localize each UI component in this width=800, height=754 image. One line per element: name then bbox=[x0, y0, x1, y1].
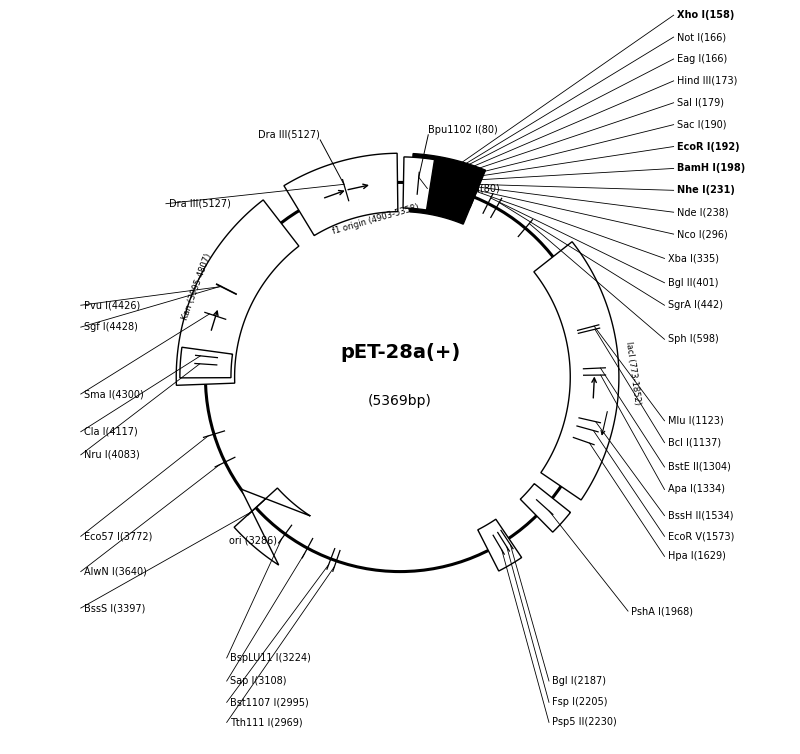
Text: Xho I(158): Xho I(158) bbox=[677, 11, 734, 20]
Text: lacI (773-1852): lacI (773-1852) bbox=[624, 341, 642, 406]
Text: Not I(166): Not I(166) bbox=[677, 32, 726, 42]
Text: Bpu1102 I(80): Bpu1102 I(80) bbox=[428, 125, 498, 135]
Text: Sma I(4300): Sma I(4300) bbox=[84, 389, 143, 399]
Text: Bst1107 I(2995): Bst1107 I(2995) bbox=[230, 697, 309, 707]
Polygon shape bbox=[478, 520, 522, 571]
Polygon shape bbox=[234, 488, 310, 565]
Polygon shape bbox=[520, 483, 570, 532]
Text: Bpu1102 I(80): Bpu1102 I(80) bbox=[430, 183, 500, 194]
Text: BamH I(198): BamH I(198) bbox=[677, 164, 745, 173]
Text: Apa I(1334): Apa I(1334) bbox=[667, 485, 725, 495]
Text: Hpa I(1629): Hpa I(1629) bbox=[667, 551, 726, 562]
Text: Bcl I(1137): Bcl I(1137) bbox=[667, 437, 721, 448]
Text: Nde I(238): Nde I(238) bbox=[677, 207, 728, 217]
Text: Nco I(296): Nco I(296) bbox=[677, 229, 727, 239]
Text: Cla I(4117): Cla I(4117) bbox=[84, 427, 138, 437]
Text: Bgl I(2187): Bgl I(2187) bbox=[552, 676, 606, 686]
Polygon shape bbox=[180, 348, 233, 378]
Text: Kan (3995-4807): Kan (3995-4807) bbox=[180, 253, 213, 322]
Polygon shape bbox=[284, 153, 398, 235]
Text: Sgf I(4428): Sgf I(4428) bbox=[84, 322, 138, 333]
Text: SgrA I(442): SgrA I(442) bbox=[667, 300, 722, 310]
Polygon shape bbox=[410, 154, 486, 224]
Text: BssH II(1534): BssH II(1534) bbox=[667, 510, 733, 521]
Text: Sac I(190): Sac I(190) bbox=[677, 120, 726, 130]
Text: ori (3286): ori (3286) bbox=[229, 535, 277, 545]
Text: EcoR V(1573): EcoR V(1573) bbox=[667, 532, 734, 541]
Text: Mlu I(1123): Mlu I(1123) bbox=[667, 415, 723, 426]
Text: EcoR I(192): EcoR I(192) bbox=[677, 142, 739, 152]
Text: pET-28a(+): pET-28a(+) bbox=[340, 343, 460, 362]
Text: Sal I(179): Sal I(179) bbox=[677, 98, 724, 108]
Text: Dra III(5127): Dra III(5127) bbox=[169, 199, 231, 209]
Polygon shape bbox=[534, 242, 619, 500]
Text: Nru I(4083): Nru I(4083) bbox=[84, 450, 139, 460]
Text: Psp5 II(2230): Psp5 II(2230) bbox=[552, 717, 617, 728]
Text: BspLU11 I(3224): BspLU11 I(3224) bbox=[230, 653, 310, 663]
Text: PshA I(1968): PshA I(1968) bbox=[631, 606, 693, 616]
Text: Sph I(598): Sph I(598) bbox=[667, 334, 718, 345]
Text: Eag I(166): Eag I(166) bbox=[677, 54, 727, 64]
Text: Eco57 I(3772): Eco57 I(3772) bbox=[84, 532, 152, 541]
Text: Hind III(173): Hind III(173) bbox=[677, 76, 737, 86]
Text: Nhe I(231): Nhe I(231) bbox=[677, 185, 734, 195]
Text: Dra III(5127): Dra III(5127) bbox=[258, 130, 320, 140]
Text: Fsp I(2205): Fsp I(2205) bbox=[552, 697, 607, 707]
Text: Tth111 I(2969): Tth111 I(2969) bbox=[230, 717, 302, 728]
Text: Xba I(335): Xba I(335) bbox=[667, 253, 718, 263]
Polygon shape bbox=[176, 200, 299, 385]
Text: Pvu I(4426): Pvu I(4426) bbox=[84, 300, 140, 310]
Text: (5369bp): (5369bp) bbox=[368, 394, 432, 409]
Text: AlwN I(3640): AlwN I(3640) bbox=[84, 566, 146, 577]
Text: f1 origin (4903-5358): f1 origin (4903-5358) bbox=[332, 203, 421, 236]
Text: BssS I(3397): BssS I(3397) bbox=[84, 603, 145, 613]
Polygon shape bbox=[403, 157, 434, 210]
Text: Sap I(3108): Sap I(3108) bbox=[230, 676, 286, 686]
Text: Bgl II(401): Bgl II(401) bbox=[667, 277, 718, 288]
Text: BstE II(1304): BstE II(1304) bbox=[667, 462, 730, 472]
